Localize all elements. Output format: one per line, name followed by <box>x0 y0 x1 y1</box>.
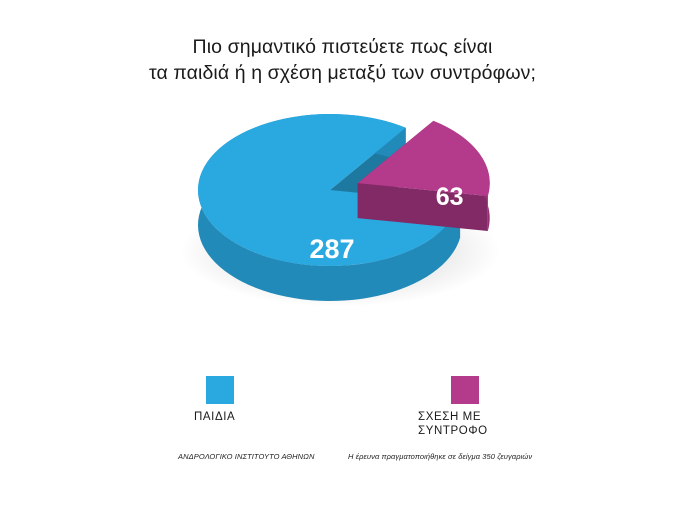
legend-swatch-sxesi <box>451 376 479 404</box>
data-label-1: 63 <box>436 183 464 211</box>
pie-slice-1 <box>357 120 490 232</box>
data-label-0: 287 <box>309 234 354 264</box>
chart-title-line-2: τα παιδιά ή η σχέση μεταξύ των συντρόφων… <box>148 62 537 84</box>
chart-title-line-1: Πιο σημαντικό πιστεύετε πως είναι <box>192 36 493 58</box>
source-note: ΑΝΔΡΟΛΟΓΙΚΟ ΙΝΣΤΙΤΟΥΤΟ ΑΘΗΝΩΝ <box>178 452 315 461</box>
chart-title: Πιο σημαντικό πιστεύετε πως είναι τα παι… <box>0 34 685 86</box>
legend-label-sxesi: ΣΧΕΣΗ ΜΕ ΣΥΝΤΡΟΦΟ <box>418 411 488 437</box>
legend-swatch-paidia <box>206 376 234 404</box>
sample-note: Η έρευνα πραγματοποιήθηκε σε δείγμα 350 … <box>348 452 533 461</box>
legend-label-paidia: ΠΑΙΔΙΑ <box>194 411 236 423</box>
